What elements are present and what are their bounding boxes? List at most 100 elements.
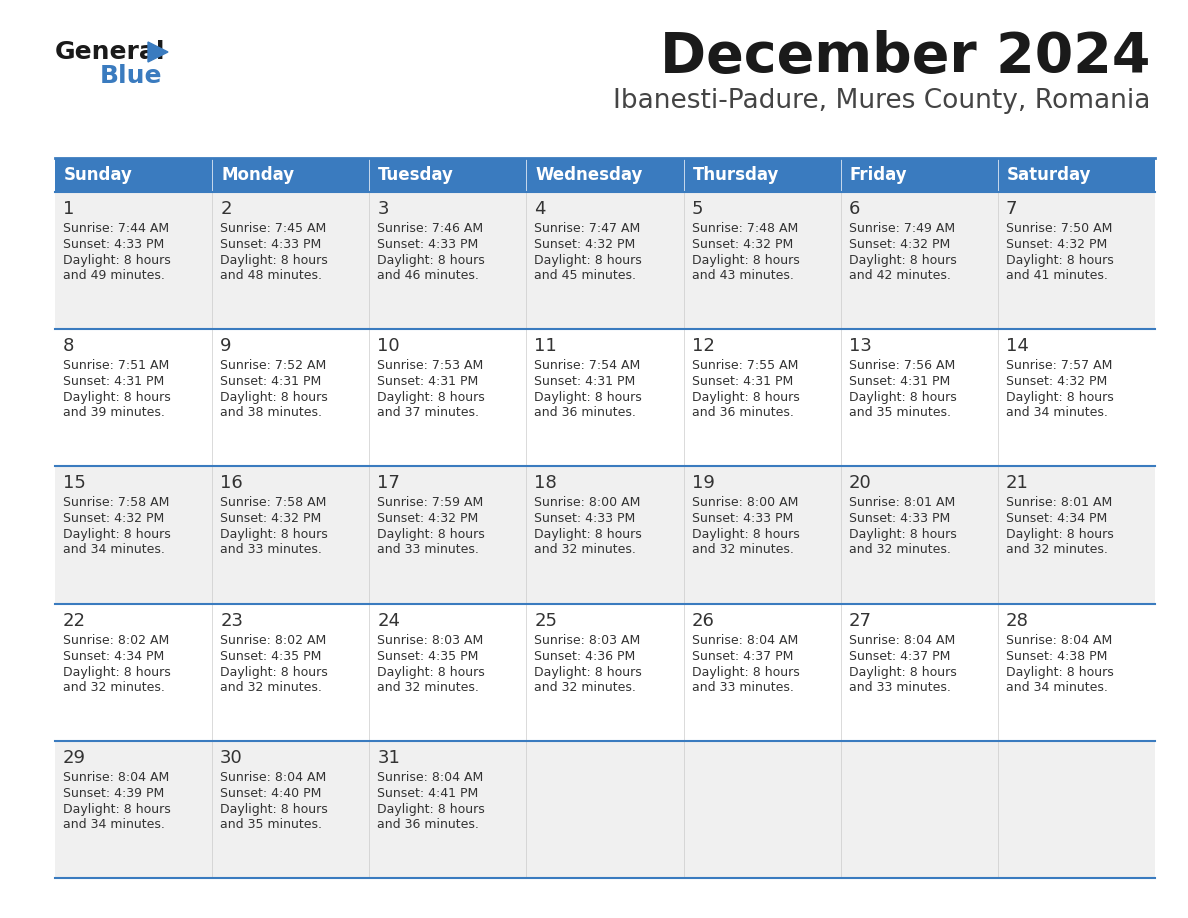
Text: Sunrise: 8:00 AM: Sunrise: 8:00 AM <box>691 497 798 509</box>
Text: 4: 4 <box>535 200 546 218</box>
Text: Sunrise: 7:50 AM: Sunrise: 7:50 AM <box>1006 222 1112 235</box>
Text: Sunset: 4:32 PM: Sunset: 4:32 PM <box>1006 238 1107 251</box>
Text: Daylight: 8 hours: Daylight: 8 hours <box>220 666 328 678</box>
Text: Daylight: 8 hours: Daylight: 8 hours <box>220 529 328 542</box>
Text: Sunrise: 7:44 AM: Sunrise: 7:44 AM <box>63 222 169 235</box>
Bar <box>55 466 1155 604</box>
Text: and 33 minutes.: and 33 minutes. <box>848 680 950 694</box>
Text: 27: 27 <box>848 611 872 630</box>
Text: and 35 minutes.: and 35 minutes. <box>220 818 322 831</box>
Text: Sunrise: 7:46 AM: Sunrise: 7:46 AM <box>378 222 484 235</box>
Text: 16: 16 <box>220 475 242 492</box>
Text: Sunset: 4:33 PM: Sunset: 4:33 PM <box>691 512 792 525</box>
Text: Sunset: 4:32 PM: Sunset: 4:32 PM <box>220 512 322 525</box>
Text: 31: 31 <box>378 749 400 767</box>
Text: Sunrise: 7:52 AM: Sunrise: 7:52 AM <box>220 359 327 372</box>
Text: Sunrise: 7:55 AM: Sunrise: 7:55 AM <box>691 359 798 372</box>
Text: 26: 26 <box>691 611 714 630</box>
Text: and 36 minutes.: and 36 minutes. <box>378 818 479 831</box>
Text: 29: 29 <box>63 749 86 767</box>
Text: Tuesday: Tuesday <box>378 166 454 184</box>
Text: 22: 22 <box>63 611 86 630</box>
Text: Daylight: 8 hours: Daylight: 8 hours <box>1006 254 1113 267</box>
Text: Daylight: 8 hours: Daylight: 8 hours <box>848 666 956 678</box>
Text: Sunset: 4:32 PM: Sunset: 4:32 PM <box>848 238 950 251</box>
Text: and 49 minutes.: and 49 minutes. <box>63 269 165 282</box>
Text: 18: 18 <box>535 475 557 492</box>
Text: 15: 15 <box>63 475 86 492</box>
Text: Daylight: 8 hours: Daylight: 8 hours <box>535 391 643 404</box>
Bar <box>369 158 526 192</box>
Text: and 33 minutes.: and 33 minutes. <box>378 543 479 556</box>
Text: Sunrise: 8:02 AM: Sunrise: 8:02 AM <box>63 633 169 646</box>
Text: 14: 14 <box>1006 337 1029 355</box>
Text: and 35 minutes.: and 35 minutes. <box>848 406 950 420</box>
Text: General: General <box>55 40 165 64</box>
Bar <box>683 158 841 192</box>
Text: and 41 minutes.: and 41 minutes. <box>1006 269 1107 282</box>
Text: and 46 minutes.: and 46 minutes. <box>378 269 479 282</box>
Text: Sunrise: 7:47 AM: Sunrise: 7:47 AM <box>535 222 640 235</box>
Text: 9: 9 <box>220 337 232 355</box>
Text: Sunrise: 8:00 AM: Sunrise: 8:00 AM <box>535 497 640 509</box>
Text: Sunset: 4:38 PM: Sunset: 4:38 PM <box>1006 650 1107 663</box>
Text: Sunset: 4:32 PM: Sunset: 4:32 PM <box>63 512 164 525</box>
Text: and 34 minutes.: and 34 minutes. <box>1006 406 1107 420</box>
Text: Sunrise: 7:57 AM: Sunrise: 7:57 AM <box>1006 359 1112 372</box>
Text: 7: 7 <box>1006 200 1017 218</box>
Text: Daylight: 8 hours: Daylight: 8 hours <box>220 391 328 404</box>
Text: Daylight: 8 hours: Daylight: 8 hours <box>691 666 800 678</box>
Text: Friday: Friday <box>849 166 908 184</box>
Text: Daylight: 8 hours: Daylight: 8 hours <box>1006 529 1113 542</box>
Text: Sunrise: 8:03 AM: Sunrise: 8:03 AM <box>535 633 640 646</box>
Text: Daylight: 8 hours: Daylight: 8 hours <box>63 803 171 816</box>
Text: and 32 minutes.: and 32 minutes. <box>535 543 637 556</box>
Text: Sunrise: 7:58 AM: Sunrise: 7:58 AM <box>220 497 327 509</box>
Text: 21: 21 <box>1006 475 1029 492</box>
Text: 19: 19 <box>691 475 714 492</box>
Text: Sunrise: 8:02 AM: Sunrise: 8:02 AM <box>220 633 327 646</box>
Text: Sunrise: 7:53 AM: Sunrise: 7:53 AM <box>378 359 484 372</box>
Text: 1: 1 <box>63 200 75 218</box>
Text: and 33 minutes.: and 33 minutes. <box>220 543 322 556</box>
Text: Sunset: 4:36 PM: Sunset: 4:36 PM <box>535 650 636 663</box>
Text: Sunset: 4:34 PM: Sunset: 4:34 PM <box>63 650 164 663</box>
Text: 28: 28 <box>1006 611 1029 630</box>
Text: Daylight: 8 hours: Daylight: 8 hours <box>691 391 800 404</box>
Text: and 32 minutes.: and 32 minutes. <box>378 680 479 694</box>
Text: Sunset: 4:37 PM: Sunset: 4:37 PM <box>691 650 792 663</box>
Bar <box>998 158 1155 192</box>
Text: Sunrise: 7:54 AM: Sunrise: 7:54 AM <box>535 359 640 372</box>
Text: 25: 25 <box>535 611 557 630</box>
Text: Daylight: 8 hours: Daylight: 8 hours <box>63 529 171 542</box>
Text: 20: 20 <box>848 475 872 492</box>
Text: December 2024: December 2024 <box>659 30 1150 84</box>
Text: Daylight: 8 hours: Daylight: 8 hours <box>535 254 643 267</box>
Text: Sunset: 4:33 PM: Sunset: 4:33 PM <box>535 512 636 525</box>
Text: 2: 2 <box>220 200 232 218</box>
Bar <box>526 158 683 192</box>
Text: Sunrise: 8:04 AM: Sunrise: 8:04 AM <box>378 771 484 784</box>
Text: 13: 13 <box>848 337 872 355</box>
Text: and 37 minutes.: and 37 minutes. <box>378 406 479 420</box>
Text: Daylight: 8 hours: Daylight: 8 hours <box>63 391 171 404</box>
Text: and 36 minutes.: and 36 minutes. <box>535 406 637 420</box>
Text: and 39 minutes.: and 39 minutes. <box>63 406 165 420</box>
Text: Sunrise: 7:48 AM: Sunrise: 7:48 AM <box>691 222 798 235</box>
Text: Sunrise: 8:04 AM: Sunrise: 8:04 AM <box>220 771 327 784</box>
Text: 11: 11 <box>535 337 557 355</box>
Text: Sunset: 4:31 PM: Sunset: 4:31 PM <box>848 375 950 388</box>
Polygon shape <box>148 42 168 62</box>
Text: 8: 8 <box>63 337 75 355</box>
Text: Sunset: 4:35 PM: Sunset: 4:35 PM <box>378 650 479 663</box>
Text: and 32 minutes.: and 32 minutes. <box>220 680 322 694</box>
Text: and 34 minutes.: and 34 minutes. <box>63 543 165 556</box>
Text: Sunset: 4:33 PM: Sunset: 4:33 PM <box>63 238 164 251</box>
Text: Daylight: 8 hours: Daylight: 8 hours <box>63 666 171 678</box>
Text: Sunrise: 7:51 AM: Sunrise: 7:51 AM <box>63 359 169 372</box>
Bar <box>841 158 998 192</box>
Text: Sunset: 4:32 PM: Sunset: 4:32 PM <box>378 512 479 525</box>
Text: Daylight: 8 hours: Daylight: 8 hours <box>848 529 956 542</box>
Text: Daylight: 8 hours: Daylight: 8 hours <box>535 529 643 542</box>
Text: 6: 6 <box>848 200 860 218</box>
